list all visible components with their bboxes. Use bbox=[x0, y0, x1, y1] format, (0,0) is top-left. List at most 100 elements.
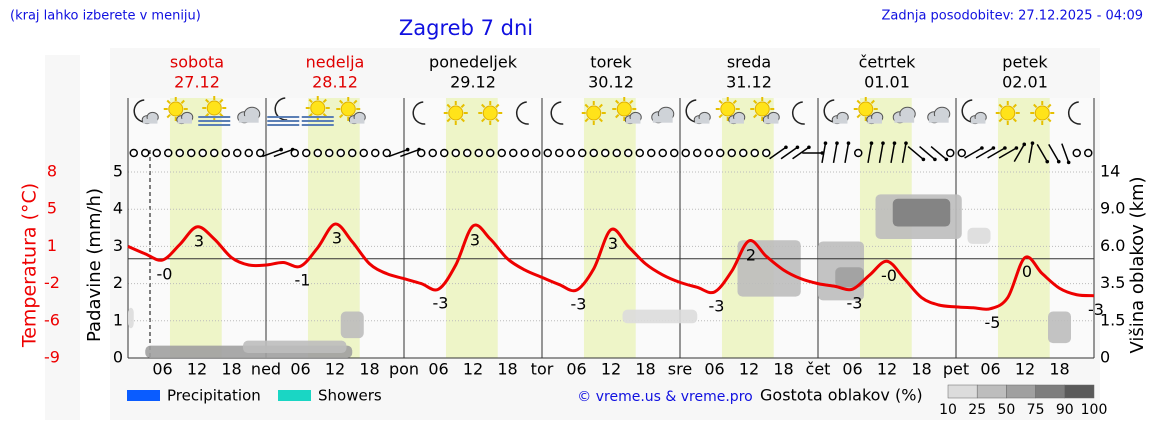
title: Zagreb 7 dni bbox=[399, 16, 533, 40]
density-tick-label: 90 bbox=[1056, 402, 1074, 418]
sun-ray bbox=[481, 117, 486, 123]
note: (kraj lahko izberete v meniju) bbox=[10, 9, 201, 24]
cloud bbox=[238, 116, 259, 123]
sun-ray bbox=[219, 98, 224, 104]
sun bbox=[206, 100, 222, 116]
weather-icon bbox=[550, 101, 564, 125]
wind-calm bbox=[716, 148, 725, 158]
x-tick-label: 18 bbox=[911, 360, 931, 379]
weather-icon bbox=[892, 106, 916, 124]
wind-barb-head bbox=[991, 146, 996, 150]
wind-barb bbox=[262, 148, 282, 158]
wind-barb bbox=[878, 143, 884, 163]
sun-ray bbox=[339, 113, 344, 119]
sun-ray bbox=[856, 99, 861, 105]
temperature-value-label: -0 bbox=[881, 266, 897, 285]
wind-calm bbox=[762, 148, 771, 158]
wind-barb-head bbox=[1030, 141, 1035, 145]
wind-barb bbox=[867, 143, 873, 163]
density-tick-label: 50 bbox=[997, 402, 1015, 418]
wind-calm bbox=[957, 148, 966, 158]
sun-ray bbox=[180, 99, 185, 105]
weather-icon bbox=[412, 101, 426, 125]
weather-icon bbox=[443, 101, 468, 125]
wind-barb-head bbox=[904, 141, 908, 145]
wind-barb-head bbox=[795, 145, 800, 150]
sun-ray bbox=[998, 103, 1003, 109]
density-swatch bbox=[947, 384, 978, 399]
x-tick-label: 12 bbox=[187, 360, 207, 379]
wind-calm bbox=[187, 148, 196, 158]
wind-barb bbox=[998, 147, 1017, 159]
wind-calm bbox=[325, 148, 334, 158]
temperature-value-label: 0 bbox=[1022, 262, 1032, 281]
sun-ray bbox=[1047, 117, 1052, 123]
wind-calm bbox=[509, 148, 518, 158]
sun bbox=[168, 101, 184, 117]
wind-barb bbox=[792, 146, 810, 160]
precip-axis-label: Padavine (mm/h) bbox=[84, 188, 105, 342]
wind-barb-head bbox=[1022, 142, 1027, 147]
day-date: 01.01 bbox=[864, 73, 910, 92]
wind-calm bbox=[198, 148, 207, 158]
wind-calm bbox=[486, 148, 495, 158]
wind-barb bbox=[844, 143, 850, 163]
wind-barb-head bbox=[846, 141, 851, 145]
sun bbox=[858, 101, 874, 117]
wind-barb bbox=[919, 145, 936, 161]
x-tick-label: 06 bbox=[704, 360, 724, 379]
moon bbox=[791, 101, 805, 125]
wind-calm bbox=[141, 148, 150, 158]
sun-ray bbox=[870, 99, 875, 105]
wind-barb-head bbox=[980, 146, 984, 150]
sun-ray bbox=[460, 103, 465, 109]
x-tick-label: 12 bbox=[877, 360, 897, 379]
density-swatch bbox=[1064, 384, 1095, 399]
cloud bbox=[695, 118, 710, 124]
wind-calm bbox=[463, 148, 472, 158]
wind-calm bbox=[727, 148, 736, 158]
left-strip bbox=[45, 55, 80, 420]
moon bbox=[550, 101, 564, 125]
weather-icon bbox=[267, 97, 300, 126]
wind-barb bbox=[975, 147, 994, 159]
density-tick-label: 10 bbox=[939, 402, 957, 418]
weather-icon bbox=[478, 101, 503, 125]
wind-calm bbox=[428, 148, 437, 158]
sun-ray bbox=[598, 103, 603, 109]
temperature-tick-label: 5 bbox=[47, 199, 57, 218]
cloud bbox=[928, 116, 949, 123]
sun bbox=[340, 101, 356, 117]
sun-ray bbox=[322, 98, 327, 104]
weather-icon bbox=[995, 101, 1020, 125]
wind-barb-head bbox=[823, 141, 828, 145]
x-tick-label: 18 bbox=[359, 360, 379, 379]
sun-ray bbox=[460, 117, 465, 123]
temperature-value-label: -0 bbox=[157, 265, 173, 284]
cloud-cell bbox=[737, 240, 801, 297]
cloud-axis-label: Višina oblakov (km) bbox=[1127, 176, 1148, 353]
weather-icon bbox=[581, 101, 606, 125]
sun bbox=[1034, 105, 1050, 121]
wind-barb-head bbox=[405, 147, 410, 152]
weather-icon bbox=[301, 96, 334, 126]
legend-swatch bbox=[127, 390, 160, 401]
wind-calm bbox=[256, 148, 265, 158]
x-day-label: pon bbox=[389, 360, 419, 379]
sun-ray bbox=[998, 117, 1003, 123]
wind-calm bbox=[658, 148, 667, 158]
wind-calm bbox=[152, 148, 161, 158]
sun-ray bbox=[615, 99, 620, 105]
cloud bbox=[652, 116, 673, 123]
wind-barb-head bbox=[279, 147, 283, 152]
weather-icon bbox=[823, 99, 849, 125]
temperature-value-label: -3 bbox=[709, 296, 725, 315]
wind-calm bbox=[635, 148, 644, 158]
wind-calm bbox=[555, 148, 564, 158]
wind-calm bbox=[566, 148, 575, 158]
temperature-axis-label: Temperatura (°C) bbox=[19, 183, 41, 348]
sun-ray bbox=[718, 99, 723, 105]
x-tick-label: 06 bbox=[152, 360, 172, 379]
cloud-tick-label: 6.0 bbox=[1100, 236, 1125, 255]
